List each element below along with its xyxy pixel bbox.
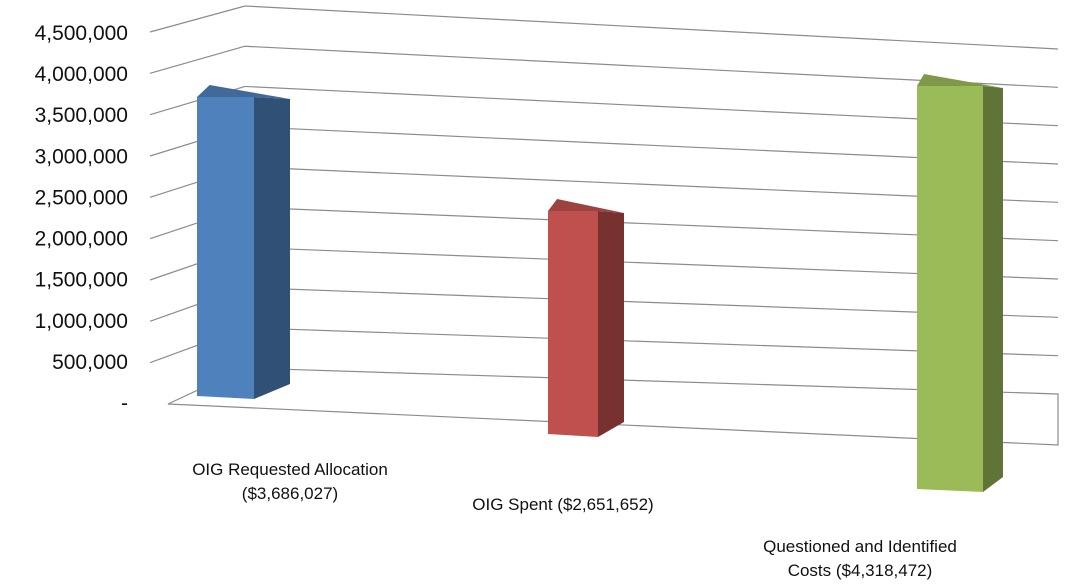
y-tick-label: 3,000,000: [35, 145, 128, 168]
y-tick-label: 4,000,000: [35, 63, 128, 86]
y-tick-label: 2,500,000: [35, 186, 128, 209]
y-axis-ticks: - 500,000 1,000,000 1,500,000 2,000,000 2,500…: [35, 22, 128, 415]
bar-top: [548, 199, 624, 213]
bar-side: [254, 97, 290, 399]
y-tick-label: -: [121, 392, 128, 415]
bar: [917, 74, 1003, 492]
bar-front: [917, 86, 983, 492]
bar: [197, 85, 290, 399]
y-tick-label: 1,500,000: [35, 269, 128, 292]
bar: [548, 199, 624, 437]
y-tick-label: 1,000,000: [35, 310, 128, 333]
bar-front: [197, 97, 254, 399]
bars: [197, 74, 1003, 492]
x-axis-labels: OIG Requested Allocation ($3,686,027) OIG …: [192, 460, 957, 580]
bar-top: [197, 85, 290, 99]
bar-side: [983, 86, 1003, 492]
bar-top: [917, 74, 1003, 88]
x-tick-label: OIG Requested Allocation ($3,686,027): [192, 460, 388, 503]
y-tick-label: 3,500,000: [35, 104, 128, 127]
bar-front: [548, 211, 598, 437]
x-tick-label: OIG Spent ($2,651,652): [472, 495, 653, 514]
y-tick-label: 2,000,000: [35, 228, 128, 251]
y-tick-label: 4,500,000: [35, 22, 128, 45]
x-tick-label: Questioned and Identified Costs ($4,318,4…: [763, 537, 957, 580]
y-tick-label: 500,000: [52, 351, 128, 374]
gridline-side: [149, 5, 246, 33]
bar-side: [598, 211, 624, 437]
gridline-side: [149, 45, 246, 74]
gridline: [244, 5, 1059, 50]
